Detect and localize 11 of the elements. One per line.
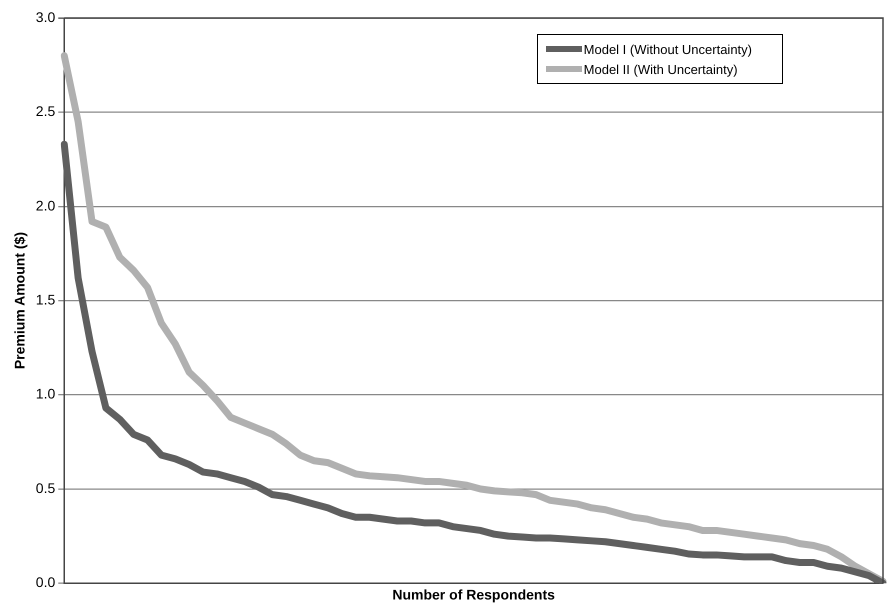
y-tick-label: 1.5 [36, 291, 56, 308]
legend-label: Model I (Without Uncertainty) [584, 42, 752, 56]
y-tick-label: 0.0 [36, 574, 56, 590]
legend-label: Model II (With Uncertainty) [584, 62, 738, 76]
y-tick-label: 3.0 [36, 8, 56, 25]
y-axis-title: Premium Amount ($) [11, 232, 28, 370]
y-tick-label: 0.5 [36, 480, 56, 496]
x-axis-title: Number of Respondents [392, 586, 556, 602]
y-tick-label: 1.0 [36, 386, 56, 402]
y-tick-label: 2.5 [36, 103, 56, 120]
y-tick-label: 2.0 [36, 197, 56, 214]
